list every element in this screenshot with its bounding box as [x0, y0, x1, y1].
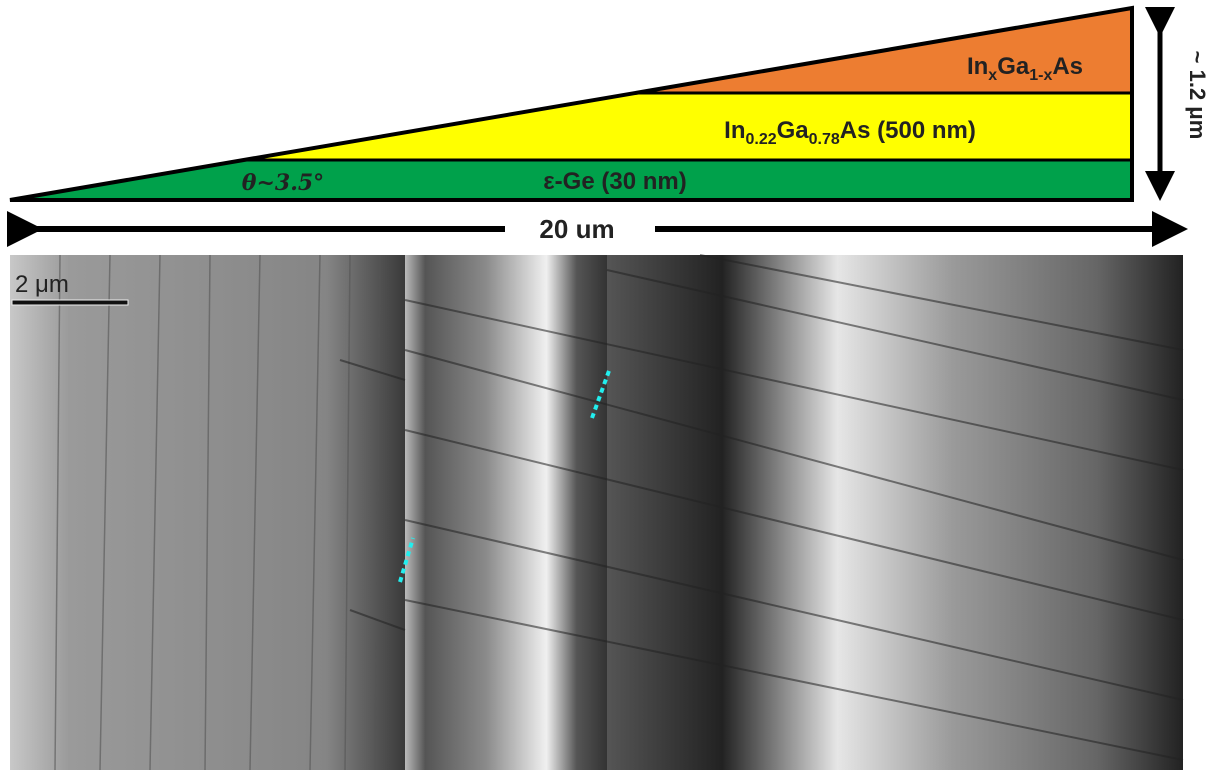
- angle-label: θ~3.5°: [242, 170, 324, 196]
- layer-label: InxGa1-xAs: [967, 53, 1083, 84]
- label-text: As: [1052, 53, 1083, 80]
- label-subscript: 0.78: [809, 131, 840, 148]
- width-label: 20 um: [539, 214, 614, 244]
- label-subscript: x: [988, 67, 997, 84]
- label-text: ε-Ge (30 nm): [543, 168, 686, 195]
- scale-bar: [12, 300, 128, 305]
- figure: InxGa1-xAs In0.22Ga0.78As (500 nm) ε-Ge …: [0, 0, 1209, 770]
- label-text: Ga: [777, 117, 810, 144]
- label-subscript: 1-x: [1029, 67, 1052, 84]
- label-text: In: [967, 53, 988, 80]
- label-text: In: [724, 117, 745, 144]
- height-label: ~ 1.2 μm: [1185, 51, 1209, 140]
- label-text: Ga: [997, 53, 1030, 80]
- scale-bar-label: 2 μm: [15, 271, 69, 298]
- label-subscript: 0.22: [745, 131, 776, 148]
- micrograph: 2 μm: [10, 255, 1183, 770]
- label-text: As (500 nm): [840, 117, 976, 144]
- layer-label: ε-Ge (30 nm): [543, 168, 686, 195]
